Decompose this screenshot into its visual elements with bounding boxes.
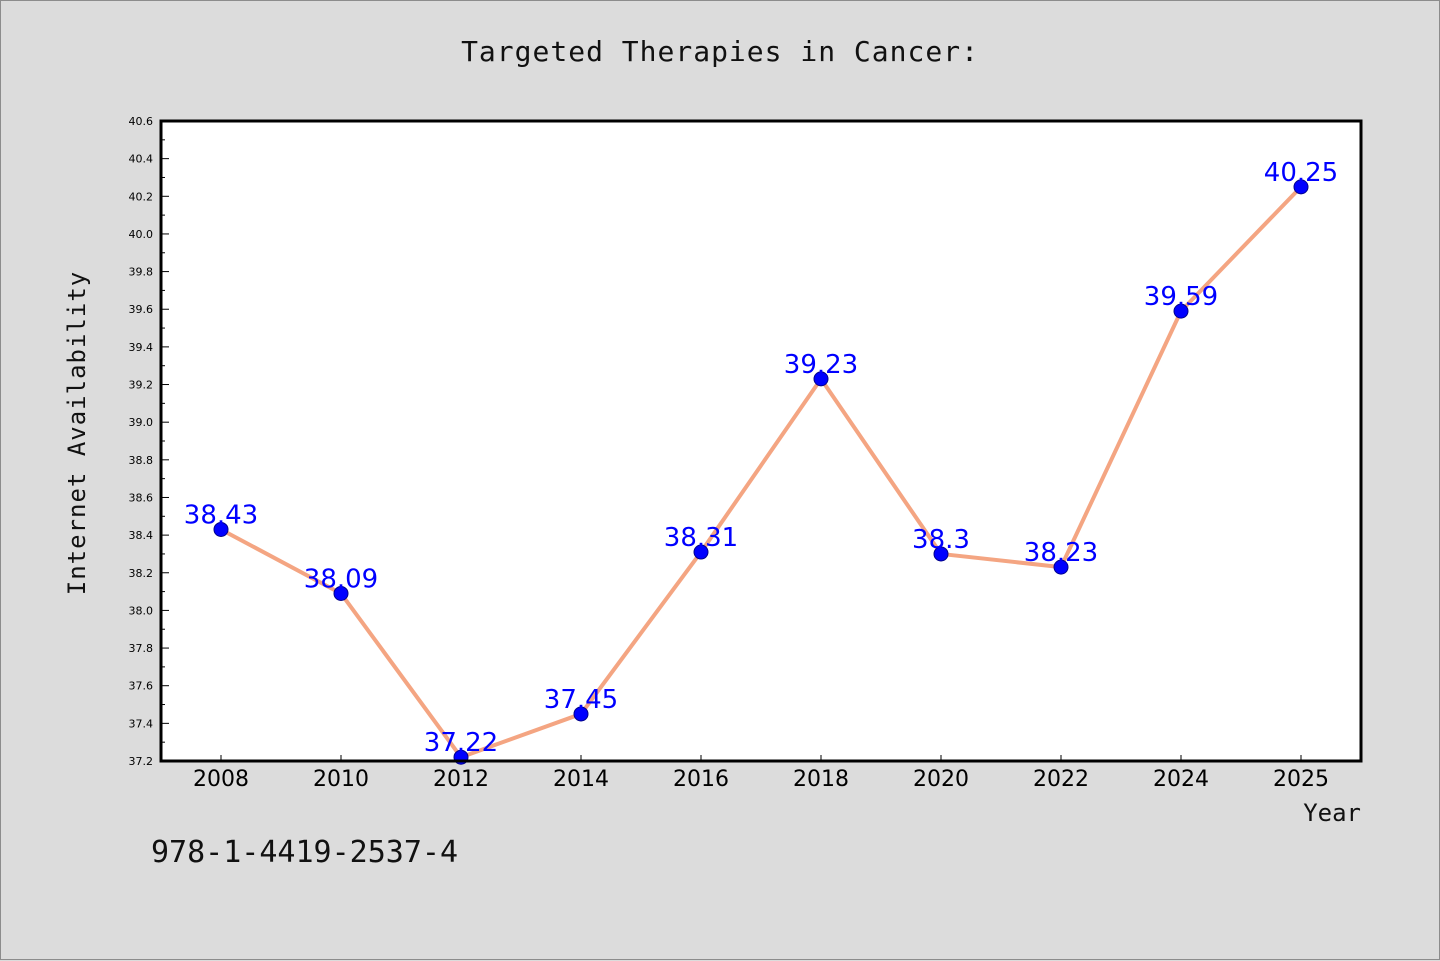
y-tick-label: 38.4: [129, 529, 154, 542]
y-tick-label: 39.6: [129, 303, 154, 316]
data-point: [693, 544, 709, 560]
plot-area: [161, 121, 1361, 761]
y-tick-label: 39.4: [129, 341, 154, 354]
y-tick-label: 40.2: [129, 190, 154, 203]
x-tick-label: 2008: [193, 767, 249, 792]
x-tick-label: 2024: [1153, 767, 1209, 792]
y-tick-label: 39.0: [129, 416, 154, 429]
data-point: [1293, 179, 1309, 195]
data-label: 38.3: [912, 525, 970, 555]
data-point: [573, 706, 589, 722]
data-point: [933, 546, 949, 562]
x-tick-label: 2022: [1033, 767, 1089, 792]
y-tick-label: 38.8: [129, 454, 154, 467]
data-point: [213, 521, 229, 537]
x-tick-label: 2025: [1273, 767, 1329, 792]
x-tick-label: 2012: [433, 767, 489, 792]
y-tick-label: 40.4: [129, 153, 154, 166]
x-tick-label: 2010: [313, 767, 369, 792]
data-label: 38.43: [184, 500, 258, 530]
x-tick-label: 2018: [793, 767, 849, 792]
footer-code: 978-1-4419-2537-4: [151, 835, 459, 870]
data-label: 38.23: [1024, 538, 1098, 568]
data-label: 37.22: [424, 728, 498, 758]
y-tick-label: 39.2: [129, 379, 154, 392]
data-point: [813, 371, 829, 387]
x-axis-label: Year: [1303, 799, 1361, 827]
data-label: 38.09: [304, 564, 378, 594]
data-point: [333, 585, 349, 601]
data-label: 39.59: [1144, 282, 1218, 312]
y-tick-label: 39.8: [129, 266, 154, 279]
data-label: 37.45: [544, 685, 618, 715]
y-tick-label: 37.4: [129, 717, 154, 730]
x-tick-label: 2020: [913, 767, 969, 792]
chart-title: Targeted Therapies in Cancer:: [461, 35, 979, 68]
x-tick-label: 2016: [673, 767, 729, 792]
y-tick-label: 38.2: [129, 567, 154, 580]
y-tick-label: 38.6: [129, 491, 154, 504]
data-label: 38.31: [664, 523, 738, 553]
data-point: [1053, 559, 1069, 575]
y-tick-label: 40.0: [129, 228, 154, 241]
data-point: [1173, 303, 1189, 319]
series-line: [219, 184, 1303, 760]
plot-frame: [159, 119, 1363, 763]
y-tick-label: 37.8: [129, 642, 154, 655]
y-tick-label: 40.6: [129, 115, 154, 128]
y-tick-label: 38.0: [129, 604, 154, 617]
data-label: 39.23: [784, 350, 858, 380]
y-axis-label: Internet Availability: [63, 271, 91, 595]
x-tick-label: 2014: [553, 767, 609, 792]
y-tick-label: 37.2: [129, 755, 154, 768]
y-tick-label: 37.6: [129, 680, 154, 693]
data-label: 40.25: [1264, 158, 1338, 188]
